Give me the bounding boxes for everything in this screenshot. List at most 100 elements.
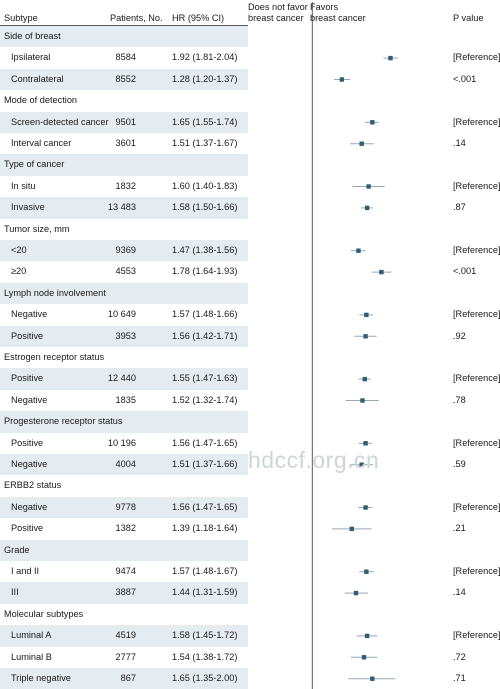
subtype-label: Ipsilateral bbox=[11, 52, 51, 63]
patients-count: 8552 bbox=[115, 73, 136, 84]
hr-marker bbox=[339, 77, 345, 82]
subtype-label: Positive bbox=[11, 437, 44, 448]
patients-count: 3601 bbox=[115, 138, 136, 148]
hr-marker bbox=[359, 462, 364, 467]
hr-marker bbox=[370, 676, 375, 681]
hr-marker bbox=[363, 505, 368, 510]
hr-marker bbox=[364, 633, 370, 639]
subtype-label: Invasive bbox=[11, 202, 45, 213]
group-row bbox=[0, 539, 248, 561]
patients-count: 4004 bbox=[115, 459, 136, 469]
subtype-label: ≥20 bbox=[11, 266, 27, 277]
hr-ci-text: 1.57 (1.48-1.67) bbox=[172, 566, 238, 576]
table-row bbox=[0, 240, 248, 262]
subtype-label: Negative bbox=[11, 459, 48, 469]
group-label: Lymph node involvement bbox=[4, 287, 106, 298]
header-rule bbox=[0, 25, 248, 26]
subtype-label: Interval cancer bbox=[11, 138, 72, 148]
subtype-label: Positive bbox=[11, 523, 44, 534]
does-not-favor-label-line2: breast cancer bbox=[248, 13, 304, 23]
group-row bbox=[0, 26, 248, 48]
hr-ci-text: 1.60 (1.40-1.83) bbox=[172, 180, 238, 191]
p-value: [Reference] bbox=[453, 245, 500, 255]
hr-marker bbox=[356, 248, 361, 253]
subtype-label: I and II bbox=[11, 566, 40, 576]
subtype-label: Negative bbox=[11, 309, 48, 320]
patients-count: 9501 bbox=[115, 116, 136, 127]
hr-ci-text: 1.92 (1.81-2.04) bbox=[172, 52, 238, 63]
subtype-label: Luminal A bbox=[11, 630, 52, 641]
subtype-label: Positive bbox=[11, 330, 44, 341]
patients-count: 4553 bbox=[115, 266, 136, 277]
p-value: .14 bbox=[453, 138, 466, 148]
table-row bbox=[0, 68, 248, 91]
hr-ci-text: 1.54 (1.38-1.72) bbox=[172, 651, 238, 662]
p-value: [Reference] bbox=[453, 373, 500, 384]
patients-count: 13 483 bbox=[107, 202, 136, 213]
patients-count: 9474 bbox=[115, 566, 136, 576]
p-value: .59 bbox=[453, 459, 466, 469]
patients-count: 10 196 bbox=[107, 437, 136, 448]
hr-ci-text: 1.58 (1.50-1.66) bbox=[172, 202, 238, 213]
favors-label-line2: breast cancer bbox=[310, 13, 366, 23]
p-value: <.001 bbox=[453, 266, 477, 277]
subtype-label: Contralateral bbox=[11, 73, 64, 84]
hr-marker bbox=[364, 569, 369, 574]
patients-count: 10 649 bbox=[107, 309, 136, 320]
hr-marker bbox=[361, 655, 367, 660]
p-value: [Reference] bbox=[453, 566, 500, 576]
hr-ci-text: 1.47 (1.38-1.56) bbox=[172, 245, 238, 255]
hr-marker bbox=[366, 184, 371, 189]
patients-count: 9369 bbox=[115, 245, 136, 255]
hr-ci-text: 1.56 (1.47-1.65) bbox=[172, 437, 238, 448]
hr-ci-text: 1.39 (1.18-1.64) bbox=[172, 523, 238, 534]
hr-marker bbox=[353, 590, 359, 596]
p-value: .87 bbox=[453, 202, 466, 213]
group-label: Estrogen receptor status bbox=[4, 352, 105, 362]
group-label: Molecular subtypes bbox=[4, 608, 84, 619]
patients-count: 867 bbox=[120, 673, 136, 683]
patients-column-header: Patients, No. bbox=[110, 13, 163, 23]
patients-count: 8584 bbox=[115, 52, 136, 63]
patients-count: 3887 bbox=[115, 587, 136, 598]
hr-marker bbox=[364, 312, 369, 318]
group-label: Type of cancer bbox=[4, 159, 65, 170]
hr-marker bbox=[359, 141, 364, 146]
p-value: .71 bbox=[453, 673, 466, 683]
table-row bbox=[0, 368, 248, 390]
hr-ci-text: 1.65 (1.35-2.00) bbox=[172, 673, 238, 683]
p-value: <.001 bbox=[453, 73, 477, 84]
subtype-label: <20 bbox=[11, 245, 27, 255]
p-value: [Reference] bbox=[453, 116, 500, 127]
hr-ci-text: 1.56 (1.42-1.71) bbox=[172, 330, 238, 341]
hr-marker bbox=[370, 120, 375, 125]
group-label: Progesterone receptor status bbox=[4, 416, 123, 427]
hr-marker bbox=[349, 526, 354, 532]
hr-ci-text: 1.44 (1.31-1.59) bbox=[172, 587, 238, 598]
p-value: .92 bbox=[453, 330, 466, 341]
hr-ci-text: 1.51 (1.37-1.67) bbox=[172, 138, 238, 148]
hr-marker bbox=[379, 269, 384, 275]
hr-column-header: HR (95% CI) bbox=[172, 13, 225, 23]
subtype-column-header: Subtype bbox=[4, 13, 38, 23]
group-label: Tumor size, mm bbox=[4, 223, 70, 234]
hr-ci-text: 1.57 (1.48-1.66) bbox=[172, 309, 238, 320]
hr-ci-text: 1.78 (1.64-1.93) bbox=[172, 266, 238, 277]
subtype-label: Positive bbox=[11, 373, 44, 384]
subtype-label: Negative bbox=[11, 394, 48, 405]
patients-count: 3953 bbox=[115, 330, 136, 341]
hr-ci-text: 1.58 (1.45-1.72) bbox=[172, 630, 238, 641]
subtype-label: Triple negative bbox=[11, 673, 71, 683]
table-row bbox=[0, 111, 248, 133]
group-label: ERBB2 status bbox=[4, 480, 62, 491]
hr-marker bbox=[363, 441, 368, 446]
p-value: [Reference] bbox=[453, 52, 500, 63]
group-row bbox=[0, 154, 248, 176]
table-row bbox=[0, 325, 248, 347]
group-label: Side of breast bbox=[4, 31, 61, 41]
hr-ci-text: 1.51 (1.37-1.66) bbox=[172, 459, 238, 469]
hr-marker bbox=[360, 398, 365, 403]
hr-ci-text: 1.28 (1.20-1.37) bbox=[172, 73, 238, 84]
hr-marker bbox=[363, 334, 368, 339]
